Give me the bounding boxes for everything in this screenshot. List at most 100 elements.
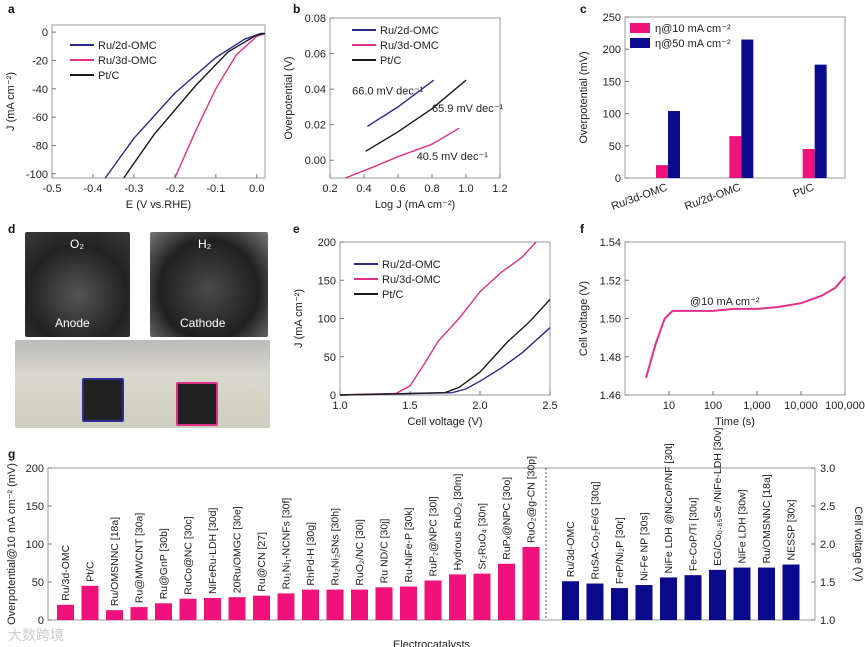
panel-label-d: d — [8, 222, 16, 236]
y-tick-label: -100 — [26, 169, 48, 181]
bar-label: Ru-NiFe-P [30k] — [403, 507, 415, 582]
cathode-photo — [150, 232, 268, 337]
y-axis-label: Overpotential (V) — [283, 56, 295, 139]
x-tick-label: -0.4 — [83, 183, 102, 195]
anode-photo — [25, 232, 130, 337]
y-tick-label: 0.04 — [305, 84, 326, 96]
series-line-ru-2d-omc — [367, 79, 435, 127]
y-right-tick-label: 1.5 — [820, 577, 835, 589]
bar-overpotential — [498, 563, 515, 620]
y-tick-label: -40 — [32, 84, 48, 96]
bar-label: Ru/3d-OMC — [60, 544, 72, 600]
panel-label-a: a — [8, 2, 15, 16]
y-tick-label: 250 — [603, 12, 621, 24]
x-tick-label: 1.5 — [402, 400, 417, 412]
series-line-pt-c — [365, 79, 467, 152]
bar-cell-voltage — [709, 569, 726, 620]
legend-label: Pt/C — [98, 70, 119, 82]
series-line-ru-3d-omc — [345, 127, 460, 179]
bar-label: RuSA-Co₂Fe/G [30q] — [590, 481, 602, 579]
bar-overpotential — [424, 580, 442, 620]
bar-overpotential — [253, 595, 270, 620]
legend-label: Pt/C — [380, 55, 401, 67]
bar-overpotential — [130, 607, 148, 620]
bar-overpotential — [522, 547, 540, 620]
y-tick-label: 0 — [42, 27, 48, 39]
bar-label: Ni-Fe NP [30s] — [639, 512, 651, 581]
y-tick-label: 0.00 — [305, 155, 326, 167]
legend-label: Ru/2d-OMC — [380, 25, 439, 37]
y-axis-label: Overpotential (mV) — [578, 51, 590, 143]
legend-label: Ru/3d-OMC — [380, 40, 439, 52]
panel-label-f: f — [580, 222, 584, 236]
series-line-ru-3d-omc — [339, 241, 537, 396]
bar-eta10 — [729, 136, 742, 178]
electrolyzer-photo — [15, 340, 270, 428]
bar-label: 20Ru/OMGC [30e] — [232, 506, 244, 593]
bar-cell-voltage — [782, 564, 800, 620]
x-tick-label: 1.2 — [492, 183, 507, 195]
bar-label: EG/Co₀.₈₅Se /NiFe-LDH [30v] — [712, 427, 724, 565]
plot-frame-b — [329, 17, 501, 179]
bar-label: NiFe LDH @NiCoP/NF [30t] — [663, 443, 675, 573]
legend-label: Ru/3d-OMC — [98, 55, 157, 67]
y-tick-label: 100 — [603, 109, 621, 121]
bar-label: NESSP [30x] — [786, 499, 798, 560]
y-tick-label: 100 — [26, 539, 44, 551]
x-tick-label: 1.0 — [332, 400, 347, 412]
y-tick-label: 150 — [603, 76, 621, 88]
y-tick-label: 50 — [32, 577, 44, 589]
y-tick-label: 200 — [318, 237, 336, 249]
bar-label: RuCo@NC [30c] — [183, 516, 195, 594]
y-axis-label: J (mA cm⁻²) — [293, 289, 305, 348]
x-tick-label: 1,000 — [743, 400, 771, 412]
x-tick-label: 100 — [704, 400, 722, 412]
bar-label: Ru/OMSNNC [18a] — [761, 474, 773, 563]
bar-label: Ru₂Ni₂SNs [30h] — [330, 508, 342, 586]
y-axis-label: Overpotential@10 mA cm⁻² (mV) — [6, 463, 18, 625]
y-tick-label: 200 — [26, 463, 44, 475]
y-tick-label: -60 — [32, 112, 48, 124]
bar-label: Ru₁Ni₁-NCNFs [30f] — [281, 498, 293, 590]
x-tick-label: 10,000 — [784, 400, 818, 412]
annotation: 66.0 mV dec⁻¹ — [352, 85, 424, 97]
bar-label: Fe-CoP/Ti [30u] — [688, 497, 700, 571]
y-tick-label: -80 — [32, 140, 48, 152]
bar-cell-voltage — [684, 575, 702, 620]
panel-label-c: c — [580, 2, 587, 16]
anode-highlight — [82, 378, 124, 422]
x-tick-label: 0.2 — [322, 183, 337, 195]
x-tick-label: -0.2 — [165, 183, 184, 195]
watermark: 大数跨境 — [8, 627, 64, 643]
legend-label: Ru/2d-OMC — [382, 259, 441, 271]
o2-label: O₂ — [70, 237, 84, 251]
series-line-ru-3d-omc — [174, 32, 266, 179]
bar-eta10 — [802, 149, 815, 178]
y-tick-label: 200 — [603, 44, 621, 56]
y-tick-label: 1.46 — [600, 390, 621, 402]
bar-eta50 — [668, 111, 680, 178]
x-tick-label: -0.1 — [206, 183, 225, 195]
x-axis-label: Log J (mA cm⁻²) — [375, 199, 455, 211]
bar-overpotential — [57, 604, 74, 620]
series-line-pt-c — [339, 298, 551, 396]
annotation: @10 mA cm⁻² — [690, 296, 760, 308]
panel-label-b: b — [293, 2, 301, 16]
y-tick-label: 0 — [38, 615, 44, 627]
y-tick-label: 1.54 — [600, 237, 621, 249]
y-tick-label: 1.52 — [600, 275, 621, 287]
bar-label: Ru@MWCNT [30a] — [134, 513, 146, 603]
bar-label: Ru@GnP [30b] — [158, 528, 170, 599]
bar-label: Sr₂RuO₄ [30n] — [477, 503, 489, 570]
bar-cell-voltage — [758, 567, 775, 620]
legend-label: Ru/2d-OMC — [98, 40, 157, 52]
bar-overpotential — [81, 585, 99, 620]
bar-cell-voltage — [660, 577, 677, 620]
x-tick-label: 1.0 — [458, 183, 473, 195]
y-tick-label: -20 — [32, 55, 48, 67]
x-tick-label: 10 — [663, 400, 675, 412]
y-tick-label: 50 — [324, 352, 336, 364]
y-tick-label: 100 — [318, 314, 336, 326]
y-right-tick-label: 2.0 — [820, 539, 835, 551]
